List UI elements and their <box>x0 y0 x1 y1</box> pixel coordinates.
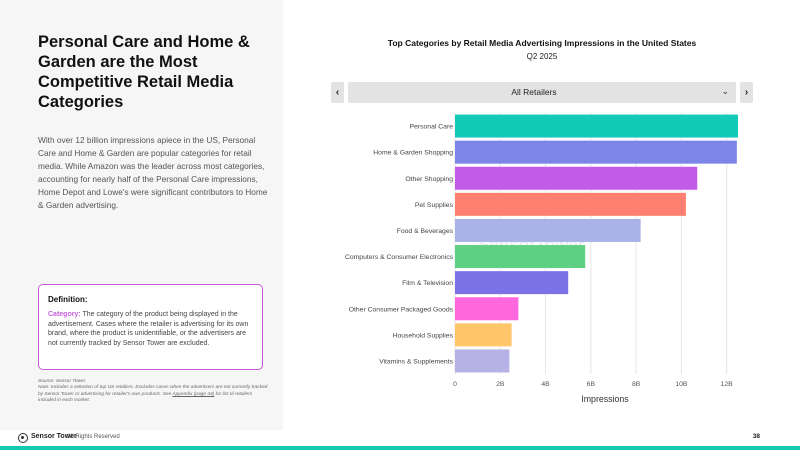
bar[interactable] <box>455 140 737 164</box>
x-tick-label: 8B <box>632 381 641 388</box>
bar[interactable] <box>455 166 698 190</box>
sensor-tower-logo-icon <box>18 433 28 443</box>
definition-box: Definition: Category: The category of th… <box>38 284 263 370</box>
body-text: With over 12 billion impressions apiece … <box>38 135 268 210</box>
left-panel: Personal Care and Home & Garden are the … <box>0 0 283 430</box>
chevron-right-icon: › <box>744 87 749 98</box>
x-tick-label: 10B <box>675 381 688 388</box>
source-note: Source: Sensor Tower Note: Includes a se… <box>38 379 268 405</box>
dropdown-value: All Retailers <box>511 87 557 97</box>
previous-button[interactable]: ‹ <box>331 82 344 103</box>
x-axis-title: Impressions <box>581 394 629 404</box>
definition-term: Category: <box>48 311 81 318</box>
category-labels: Personal Care Home & Garden Shopping Other… <box>345 124 454 366</box>
bars <box>455 114 738 373</box>
footer-rights: All Rights Reserved <box>67 433 120 440</box>
category-label: Other Consumer Packaged Goods <box>349 306 454 313</box>
category-label: Other Shopping <box>405 176 453 183</box>
chevron-left-icon: ‹ <box>335 87 340 98</box>
note-text: Note: Includes a selection of top US ret… <box>38 385 268 404</box>
category-label: Pet Supplies <box>415 202 454 209</box>
category-label: Home & Garden Shopping <box>373 150 453 157</box>
category-label: Personal Care <box>410 124 454 131</box>
page-number: 38 <box>752 433 760 440</box>
category-label: Food & Beverages <box>397 228 454 235</box>
chevron-down-icon: ⌄ <box>721 86 729 96</box>
footer-brand: Sensor Tower <box>31 433 77 440</box>
source-line: Source: Sensor Tower <box>38 379 86 384</box>
x-tick-label: 4B <box>541 381 550 388</box>
note-end: for list of retailers included in each m… <box>38 391 253 404</box>
bar[interactable] <box>455 297 519 321</box>
bar[interactable] <box>455 323 512 347</box>
category-label: Household Supplies <box>393 332 454 339</box>
retailer-dropdown[interactable]: All Retailers ⌄ <box>348 82 736 103</box>
appendix-link[interactable]: Appendix (page 44) <box>172 391 215 397</box>
bar[interactable] <box>455 114 738 138</box>
chart-subtitle: Q2 2025 <box>526 52 558 61</box>
definition-title: Definition: <box>48 295 88 304</box>
note-body: Note: Includes a selection of top US ret… <box>38 385 268 397</box>
definition-text: Category: The category of the product be… <box>48 310 253 348</box>
category-label: Computers & Consumer Electronics <box>345 254 454 261</box>
bar[interactable] <box>455 349 510 373</box>
x-tick-label: 12B <box>721 381 734 388</box>
category-label: Film & Television <box>402 280 453 287</box>
category-label: Vitamins & Supplements <box>379 358 454 365</box>
bar[interactable] <box>455 192 686 216</box>
headline: Personal Care and Home & Garden are the … <box>38 33 250 111</box>
chart-title: Top Categories by Retail Media Advertisi… <box>387 38 697 48</box>
footer-accent-bar <box>0 446 800 450</box>
bar[interactable] <box>455 245 586 269</box>
tick-labels: 0 2B 4B 6B 8B 10B 12B <box>453 381 733 388</box>
x-tick-label: 0 <box>453 381 457 388</box>
footer: Sensor Tower All Rights Reserved 38 <box>0 430 800 450</box>
x-tick-label: 6B <box>587 381 596 388</box>
next-button[interactable]: › <box>740 82 753 103</box>
definition-body: The category of the product being displa… <box>48 311 249 347</box>
x-tick-label: 2B <box>496 381 505 388</box>
bar[interactable] <box>455 271 569 295</box>
bar[interactable] <box>455 218 641 242</box>
